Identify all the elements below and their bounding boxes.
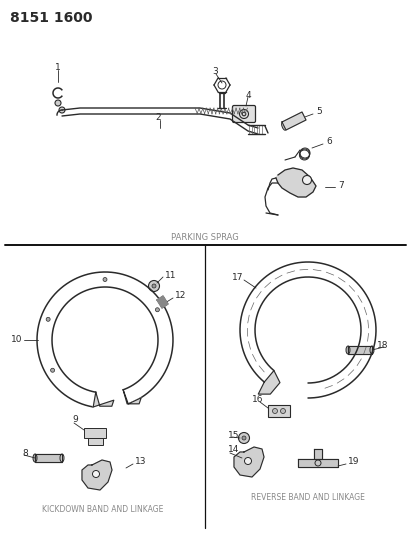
Text: 1: 1 <box>55 63 61 72</box>
Text: PARKING SPRAG: PARKING SPRAG <box>171 232 239 241</box>
Circle shape <box>59 107 65 113</box>
Text: 16: 16 <box>252 395 263 405</box>
Ellipse shape <box>370 346 374 354</box>
Ellipse shape <box>60 454 64 462</box>
Circle shape <box>242 436 246 440</box>
Text: 7: 7 <box>338 181 344 190</box>
Text: REVERSE BAND AND LINKAGE: REVERSE BAND AND LINKAGE <box>251 494 365 503</box>
Bar <box>268 405 290 417</box>
Circle shape <box>155 308 159 312</box>
Circle shape <box>55 100 61 106</box>
Polygon shape <box>123 390 141 404</box>
Polygon shape <box>298 459 338 467</box>
Text: 5: 5 <box>316 108 322 117</box>
Ellipse shape <box>282 122 286 130</box>
Polygon shape <box>276 168 316 197</box>
Circle shape <box>46 317 50 321</box>
Text: 11: 11 <box>165 271 176 279</box>
Text: 8: 8 <box>22 448 28 457</box>
Text: 10: 10 <box>11 335 22 344</box>
Text: 17: 17 <box>232 273 243 282</box>
Polygon shape <box>234 447 264 477</box>
Bar <box>84 428 106 438</box>
Polygon shape <box>93 392 114 407</box>
Ellipse shape <box>346 346 350 354</box>
Polygon shape <box>258 370 280 394</box>
Text: 12: 12 <box>175 290 186 300</box>
Text: 14: 14 <box>228 446 239 455</box>
Polygon shape <box>157 296 168 308</box>
Text: 9: 9 <box>72 416 78 424</box>
Text: 15: 15 <box>228 431 240 440</box>
Circle shape <box>302 175 312 184</box>
Polygon shape <box>35 454 62 462</box>
Text: 8151 1600: 8151 1600 <box>10 11 92 25</box>
FancyBboxPatch shape <box>233 106 256 123</box>
Circle shape <box>272 408 277 414</box>
Circle shape <box>103 278 107 281</box>
Circle shape <box>51 368 55 372</box>
Circle shape <box>280 408 286 414</box>
Text: 18: 18 <box>376 341 388 350</box>
Polygon shape <box>82 460 112 490</box>
Polygon shape <box>282 112 306 130</box>
Ellipse shape <box>33 454 37 462</box>
Circle shape <box>152 284 156 288</box>
Circle shape <box>238 432 249 443</box>
Text: 2: 2 <box>155 114 161 123</box>
Text: 13: 13 <box>135 457 146 466</box>
Text: 3: 3 <box>212 68 218 77</box>
Text: KICKDOWN BAND AND LINKAGE: KICKDOWN BAND AND LINKAGE <box>42 505 164 514</box>
Circle shape <box>148 280 159 292</box>
Circle shape <box>245 457 252 464</box>
Circle shape <box>92 471 99 478</box>
Text: 4: 4 <box>246 91 252 100</box>
Text: 6: 6 <box>326 138 332 147</box>
Text: 19: 19 <box>348 457 360 466</box>
Polygon shape <box>314 449 322 459</box>
Bar <box>88 438 103 445</box>
Polygon shape <box>348 346 372 354</box>
